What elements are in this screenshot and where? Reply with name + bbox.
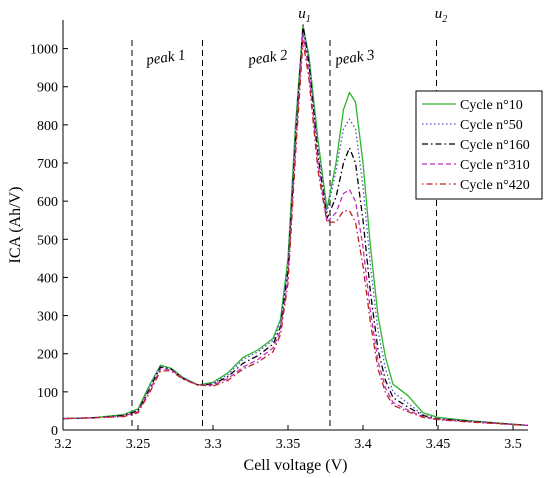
x-axis-ticks: 3.2 3.25 3.3 3.35 3.4 3.45 3.5 bbox=[54, 425, 522, 452]
legend-box bbox=[415, 90, 543, 200]
series-line-3 bbox=[62, 24, 529, 427]
legend: Cycle n°10 Cycle n°50 Cycle n°160 Cycle n°3… bbox=[415, 90, 543, 200]
y-tick-label: 800 bbox=[37, 119, 58, 134]
x-axis-label: Cell voltage (V) bbox=[244, 457, 348, 474]
y-tick-label: 200 bbox=[37, 348, 58, 363]
y-axis-label: ICA (Ah/V) bbox=[7, 187, 24, 264]
y-tick-label: 0 bbox=[51, 424, 58, 439]
x-tick-label: 3.5 bbox=[504, 437, 522, 452]
series-line-5 bbox=[62, 40, 529, 427]
x-tick-label: 3.25 bbox=[126, 437, 151, 452]
series-lines bbox=[62, 24, 529, 427]
y-tick-label: 600 bbox=[37, 195, 58, 210]
y-axis-ticks: 0 100 200 300 400 500 600 700 800 900 1000 bbox=[30, 43, 68, 439]
series-line-4 bbox=[62, 32, 529, 427]
y-tick-label: 500 bbox=[37, 233, 58, 248]
x-tick-label: 3.3 bbox=[204, 437, 222, 452]
x-tick-label: 3.4 bbox=[354, 437, 372, 452]
legend-label-5: Cycle n°420 bbox=[460, 178, 530, 193]
legend-label-1: Cycle n°10 bbox=[460, 98, 523, 113]
x-tick-label: 3.35 bbox=[276, 437, 301, 452]
y-tick-label: 700 bbox=[37, 157, 58, 172]
region-boundary-lines bbox=[131, 40, 437, 430]
region-label-2: peak 2 bbox=[246, 47, 289, 69]
y-tick-label: 1000 bbox=[30, 43, 58, 58]
legend-label-3: Cycle n°160 bbox=[460, 138, 530, 153]
region-label-3: peak 3 bbox=[333, 47, 375, 68]
series-line-1 bbox=[62, 25, 529, 427]
legend-label-4: Cycle n°310 bbox=[460, 158, 530, 173]
series-line-2 bbox=[62, 28, 529, 427]
y-tick-label: 900 bbox=[37, 81, 58, 96]
y-tick-label: 400 bbox=[37, 271, 58, 286]
region-label-1: peak 1 bbox=[144, 47, 186, 68]
legend-label-2: Cycle n°50 bbox=[460, 118, 523, 133]
y-tick-label: 300 bbox=[37, 310, 58, 325]
y-tick-label: 100 bbox=[37, 386, 58, 401]
marker-label-u2: u2 bbox=[435, 6, 448, 25]
region-labels: peak 1 peak 2 peak 3 u1 u2 bbox=[144, 6, 447, 69]
marker-label-u1: u1 bbox=[298, 6, 311, 25]
axes bbox=[62, 20, 528, 431]
x-tick-label: 3.45 bbox=[426, 437, 451, 452]
x-tick-label: 3.2 bbox=[54, 437, 72, 452]
